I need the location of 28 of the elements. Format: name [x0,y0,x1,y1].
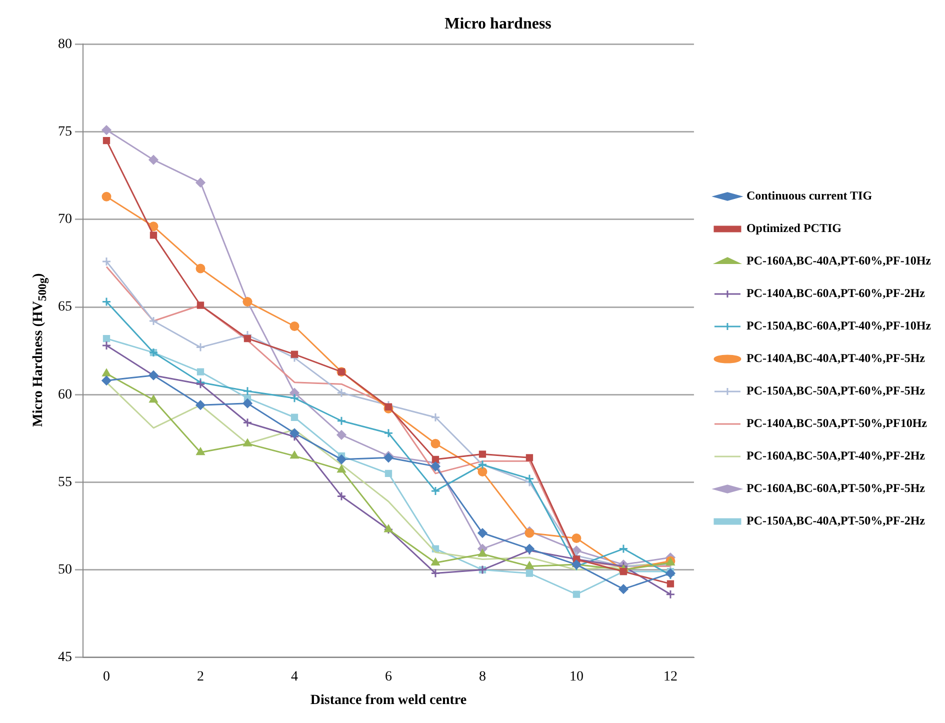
x-tick-label: 0 [103,669,110,684]
y-tick-label: 65 [58,300,72,315]
legend-label: PC-140A,BC-40A,PT-40%,PF-5Hz [746,351,926,366]
y-tick-label: 75 [58,124,72,140]
y-tick-label: 55 [58,474,72,490]
legend-label: PC-150A,BC-50A,PT-60%,PF-5Hz [746,384,926,398]
legend-label: PC-160A,BC-40A,PT-60%,PF-10Hz [746,254,932,268]
y-tick-label: 70 [58,212,72,228]
x-tick-label: 4 [290,669,298,684]
legend-label: PC-140A,BC-50A,PT-50%,PF10Hz [746,416,928,430]
x-axis-title: Distance from weld centre [310,693,467,708]
legend-label: PC-150A,BC-60A,PT-40%,PF-10Hz [746,318,932,333]
y-tick-label: 80 [58,36,72,52]
legend-label: Optimized PCTIG [746,221,842,236]
y-tick-label: 45 [58,650,72,666]
legend-label: PC-150A,BC-40A,PT-50%,PF-2Hz [746,514,926,528]
x-tick-label: 10 [569,669,584,684]
x-tick-label: 12 [663,669,678,684]
legend-label: PC-160A,BC-60A,PT-50%,PF-5Hz [746,481,926,496]
y-tick-label: 50 [58,562,72,578]
x-tick-label: 8 [478,669,486,684]
x-tick-label: 6 [384,669,392,684]
x-tick-label: 2 [196,669,204,684]
legend-label: PC-140A,BC-60A,PT-60%,PF-2Hz [746,286,926,300]
legend-label: Continuous current TIG [746,188,872,203]
chart-title: Micro hardness [444,16,552,33]
legend-label: PC-160A,BC-50A,PT-40%,PF-2Hz [746,448,926,463]
y-tick-label: 60 [58,387,72,402]
